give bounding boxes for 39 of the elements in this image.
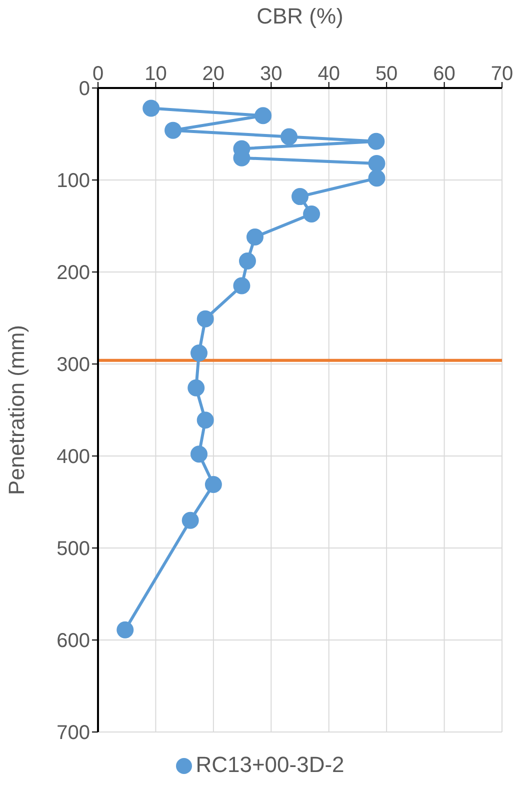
point: [164, 122, 182, 139]
point: [292, 188, 308, 206]
y-axis-title: Penetration (mm): [4, 325, 29, 495]
point: [303, 206, 320, 223]
y-tick-label: 700: [56, 722, 90, 744]
point: [368, 154, 386, 172]
x-tick-label: 30: [260, 63, 282, 85]
point: [188, 379, 205, 396]
point: [238, 252, 256, 270]
point: [254, 107, 272, 124]
point: [246, 228, 264, 246]
x-tick-label: 0: [92, 63, 104, 85]
point: [142, 100, 160, 117]
x-tick-label: 20: [202, 63, 225, 85]
point: [196, 412, 214, 429]
point: [182, 512, 199, 529]
point: [280, 128, 298, 146]
point: [190, 344, 208, 362]
x-tick-label: 10: [144, 63, 167, 85]
point: [368, 170, 386, 187]
point: [196, 310, 214, 328]
x-tick-label: 60: [433, 63, 456, 85]
y-tick-label: 400: [56, 446, 90, 468]
point: [204, 476, 222, 494]
point: [233, 277, 250, 294]
y-tick-label: 300: [56, 354, 90, 376]
y-tick-label: 600: [56, 630, 90, 652]
point: [190, 446, 208, 463]
y-tick-label: 200: [56, 262, 90, 284]
x-tick-label: 40: [318, 63, 340, 85]
y-tick-label: 100: [56, 170, 90, 192]
x-tick-label: 50: [375, 63, 398, 85]
point: [116, 621, 134, 638]
y-tick-label: 500: [56, 538, 90, 560]
legend-label: RC13+00-3D-2: [196, 752, 344, 777]
x-tick-label: 70: [490, 63, 514, 85]
point: [368, 132, 385, 150]
x-axis-title: CBR (%): [256, 4, 344, 29]
y-tick-label: 0: [78, 78, 90, 100]
